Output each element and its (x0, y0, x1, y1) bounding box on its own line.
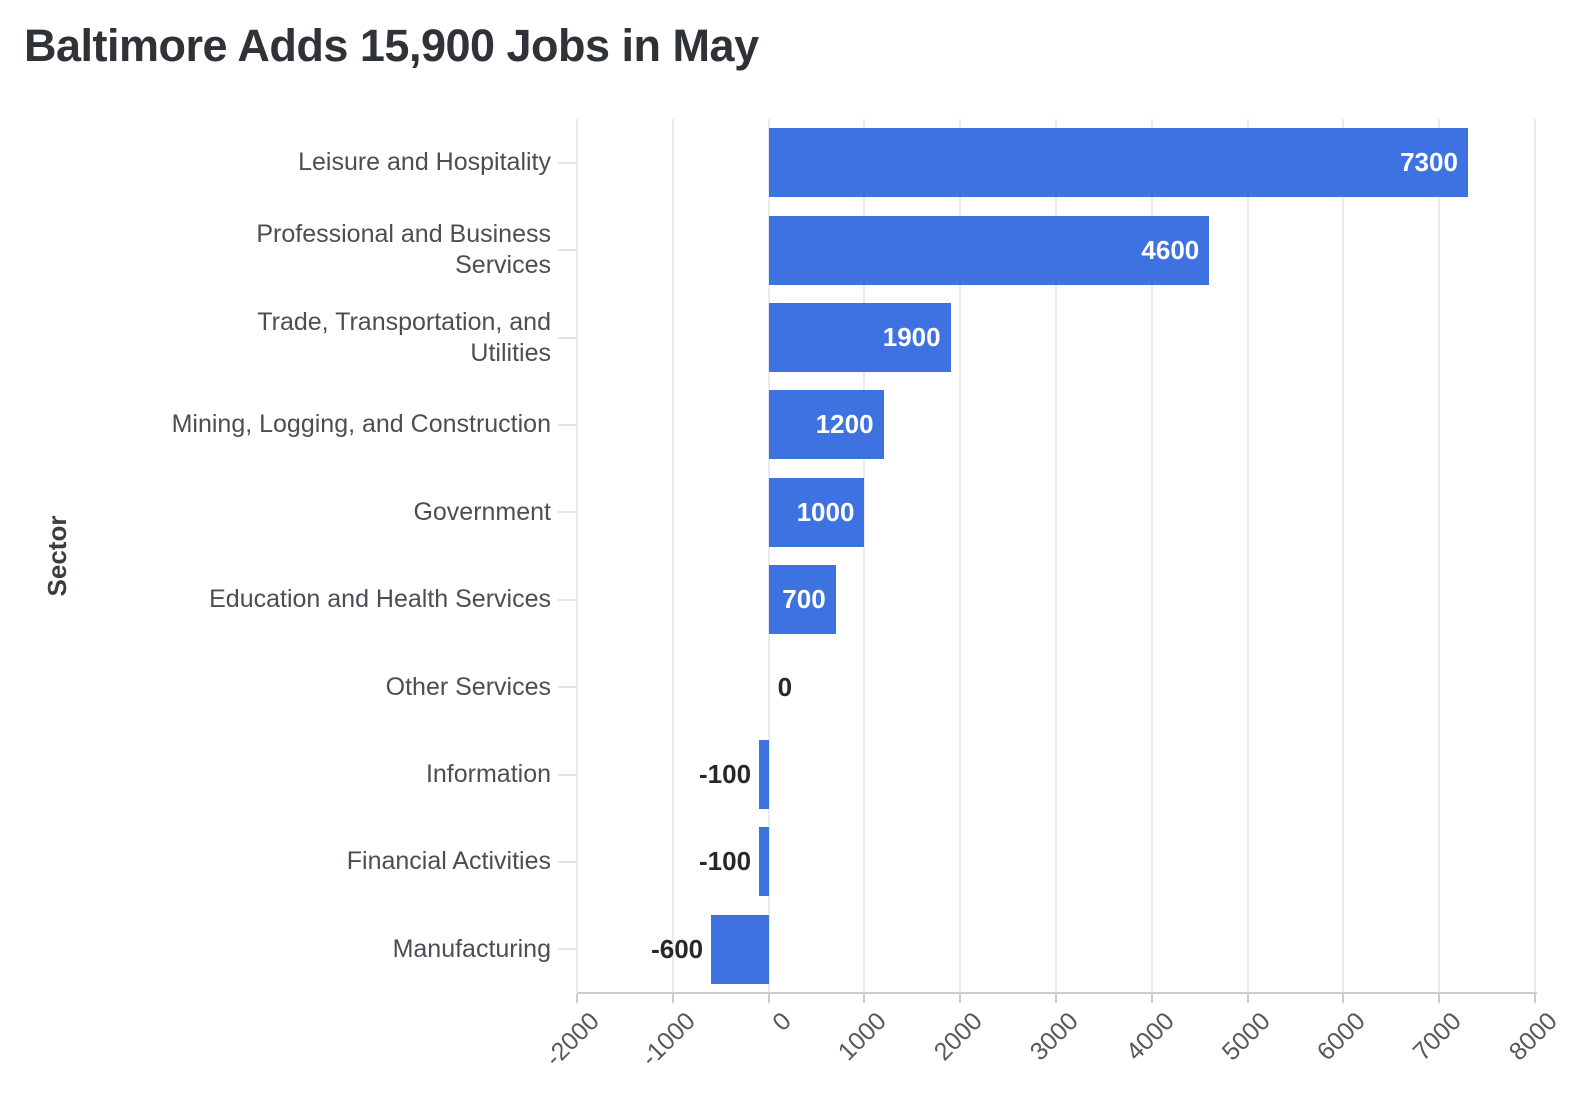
gridline (576, 119, 578, 993)
category-label: Trade, Transportation, and Utilities (257, 307, 551, 367)
gridline (1438, 119, 1441, 993)
category-row: Education and Health Services (0, 556, 551, 643)
gridline (671, 119, 674, 993)
x-axis-line (577, 992, 1537, 994)
x-axis-tick (1150, 994, 1153, 1003)
chart-title: Baltimore Adds 15,900 Jobs in May (24, 20, 759, 71)
bar-value-label: -100 (698, 846, 752, 877)
category-label: Financial Activities (346, 847, 551, 876)
category-row: Mining, Logging, and Construction (0, 381, 551, 468)
bar (768, 128, 1468, 198)
category-axis: Leisure and Hospitality Professional and … (0, 119, 551, 993)
y-axis-tick (558, 773, 577, 776)
x-axis-tick (1055, 994, 1057, 1003)
category-label: Mining, Logging, and Construction (171, 410, 551, 439)
category-row: Information (0, 731, 551, 818)
y-axis-tick (558, 336, 577, 339)
category-label: Education and Health Services (209, 585, 551, 614)
category-row: Leisure and Hospitality (0, 119, 551, 206)
category-label: Information (425, 760, 551, 789)
bar-value-label: 700 (782, 584, 826, 615)
gridline (1055, 119, 1057, 993)
bar-value-label: 7300 (1400, 147, 1458, 178)
x-axis-tick (1342, 994, 1345, 1003)
category-label: Professional and Business Services (256, 220, 551, 280)
x-axis-tick (576, 994, 578, 1003)
category-row: Financial Activities (0, 818, 551, 905)
gridline (863, 119, 866, 993)
gridline (1150, 119, 1153, 993)
x-axis-tick (1534, 994, 1536, 1003)
x-axis-tick (671, 994, 674, 1003)
bar (768, 565, 836, 635)
gridline (1342, 119, 1345, 993)
bar-value-label: -100 (698, 759, 752, 789)
category-row: Government (0, 469, 551, 556)
y-axis-tick (558, 511, 577, 514)
bar-value-label: 4600 (1141, 234, 1200, 265)
gridline (767, 119, 770, 993)
plot-area: 7300 4600 1900 1200 1000 700 0 -100 -100 -600 (576, 119, 1536, 993)
bar-value-label: 0 (777, 671, 793, 702)
category-label: Government (413, 497, 551, 526)
bar (768, 215, 1210, 285)
bar (711, 914, 769, 984)
y-axis-tick (558, 860, 577, 863)
bar (768, 390, 884, 460)
y-axis-tick (558, 598, 577, 601)
bar (759, 740, 769, 809)
category-row: Trade, Transportation, and Utilities (0, 294, 551, 381)
bar (768, 303, 951, 372)
gridline (959, 119, 962, 993)
y-axis-tick (558, 423, 577, 426)
x-axis-tick (767, 994, 770, 1003)
y-axis-tick (558, 686, 577, 689)
gridline (1246, 119, 1249, 993)
gridline (1534, 119, 1536, 993)
bar (768, 477, 865, 547)
x-axis-tick (1438, 994, 1441, 1003)
x-axis-tick (959, 994, 962, 1003)
bar (759, 827, 769, 897)
category-label: Manufacturing (392, 934, 551, 963)
y-axis-tick (558, 948, 577, 951)
category-label: Other Services (385, 672, 551, 701)
category-row: Manufacturing (0, 906, 551, 993)
category-row: Other Services (0, 643, 551, 730)
bar-value-label: 1000 (796, 496, 855, 527)
x-tick-label: -2000 (539, 1007, 605, 1073)
bar-value-label: 1200 (815, 409, 874, 440)
y-axis-tick (558, 161, 577, 164)
x-axis-tick (1246, 994, 1249, 1003)
y-axis-tick (558, 249, 577, 252)
x-axis-tick (863, 994, 866, 1003)
category-label: Leisure and Hospitality (298, 148, 551, 177)
bar-value-label: -600 (651, 933, 704, 964)
category-row: Professional and Business Services (0, 206, 551, 293)
bar-value-label: 1900 (882, 322, 941, 352)
